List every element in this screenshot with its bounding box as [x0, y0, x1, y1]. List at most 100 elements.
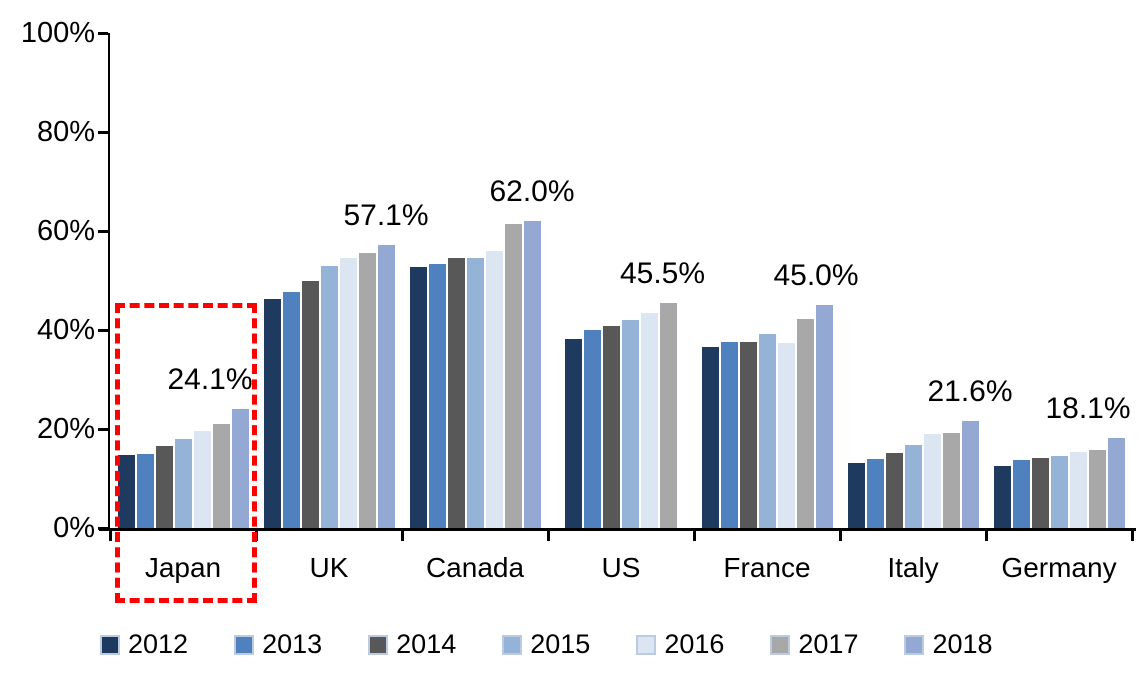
data-label-us: 45.5% [619, 256, 706, 290]
y-tick-label: 20% [36, 413, 95, 445]
category-label-us: US [601, 552, 641, 583]
bar-japan-2017 [212, 424, 230, 528]
bar-italy-2015 [904, 445, 922, 528]
bar-group-uk [256, 33, 402, 528]
bar-us-2012 [565, 339, 582, 528]
x-tick-mark [984, 531, 988, 541]
y-tick-mark [98, 527, 108, 530]
bar-group-japan [110, 33, 256, 528]
y-tick-label: 0% [53, 512, 95, 544]
bar-canada-2017 [504, 224, 522, 528]
y-tick-label: 60% [36, 215, 95, 247]
bar-japan-2015 [174, 438, 192, 528]
legend-label-2017: 2017 [798, 629, 859, 659]
legend-item-2013: 2013 [234, 631, 322, 658]
bar-germany-2016 [1069, 452, 1087, 528]
legend-item-2014: 2014 [368, 631, 456, 658]
data-label-japan: 24.1% [167, 362, 253, 396]
bar-japan-2013 [136, 453, 154, 528]
bar-germany-2013 [1012, 459, 1030, 528]
bar-canada-2018 [523, 221, 541, 528]
bar-france-2014 [739, 341, 757, 528]
y-axis-line [108, 33, 110, 530]
bar-us-2016 [641, 312, 658, 528]
legend-item-2018: 2018 [904, 629, 993, 659]
bar-group-italy [840, 33, 986, 528]
x-tick-mark [546, 531, 550, 541]
bar-germany-2014 [1031, 457, 1049, 528]
plot-area: 24.1% 57.1% 62.0% 45.5% 45.0% 21.6% 18.1% [110, 33, 1132, 528]
bar-uk-2016 [339, 257, 357, 528]
data-label-france: 45.0% [773, 259, 859, 293]
x-tick-mark [108, 531, 112, 541]
bar-germany-2015 [1050, 455, 1068, 528]
y-tick-label: 40% [36, 314, 95, 346]
bar-canada-2016 [485, 250, 503, 528]
japan-highlight-dashed-box [115, 303, 257, 603]
data-label-italy: 21.6% [927, 375, 1013, 409]
bar-france-2015 [758, 333, 776, 528]
bar-group-us [548, 33, 694, 528]
bar-france-2012 [701, 347, 719, 528]
bar-germany-2017 [1088, 449, 1106, 528]
bar-uk-2017 [358, 252, 376, 528]
bar-uk-2014 [301, 281, 319, 528]
legend-swatch-2015 [502, 634, 523, 655]
y-tick-label: 100% [20, 17, 95, 49]
legend: 2012 2013 2014 2015 2016 2017 2018 [100, 631, 993, 658]
x-tick-mark [692, 531, 696, 541]
y-tick-mark [98, 428, 108, 431]
y-tick-label: 80% [36, 116, 95, 148]
y-tick-mark [98, 131, 108, 134]
bar-canada-2012 [409, 267, 427, 528]
data-label-uk: 57.1% [343, 199, 429, 233]
bar-france-2018 [815, 305, 833, 528]
legend-label-2014: 2014 [396, 629, 457, 659]
bar-us-2014 [603, 325, 620, 528]
y-tick-mark [98, 329, 108, 332]
bar-canada-2013 [428, 264, 446, 528]
legend-label-2015: 2015 [530, 629, 591, 659]
bar-japan-2016 [193, 430, 211, 528]
category-label-japan: Japan [144, 552, 222, 583]
bar-group-france [694, 33, 840, 528]
bar-group-germany [986, 33, 1132, 528]
bar-canada-2014 [447, 257, 465, 528]
legend-item-2015: 2015 [502, 631, 590, 658]
x-tick-mark [838, 531, 842, 541]
category-label-france: France [723, 552, 811, 583]
legend-label-2018: 2018 [932, 629, 993, 659]
bar-italy-2014 [885, 453, 903, 528]
category-label-germany: Germany [1001, 552, 1117, 583]
bar-japan-2018 [231, 408, 249, 528]
bar-italy-2012 [847, 462, 865, 528]
bar-japan-2012 [117, 455, 135, 528]
category-label-uk: UK [309, 552, 349, 583]
legend-swatch-2017 [770, 634, 791, 655]
x-tick-mark [1130, 531, 1134, 541]
bar-germany-2012 [993, 466, 1011, 528]
legend-swatch-2018 [904, 634, 925, 655]
bar-italy-2013 [866, 458, 884, 528]
bar-japan-2014 [155, 446, 173, 528]
legend-label-2013: 2013 [262, 629, 323, 659]
legend-swatch-2013 [234, 634, 255, 655]
legend-swatch-2016 [636, 634, 657, 655]
bar-germany-2018 [1107, 438, 1125, 528]
bar-canada-2015 [466, 258, 484, 528]
legend-item-2017: 2017 [770, 631, 858, 658]
bar-uk-2013 [282, 292, 300, 528]
data-label-canada: 62.0% [489, 175, 575, 209]
x-tick-mark [400, 531, 404, 541]
data-label-germany: 18.1% [1045, 392, 1131, 426]
bar-italy-2016 [923, 434, 941, 528]
y-tick-mark [98, 32, 108, 35]
legend-label-2016: 2016 [664, 629, 725, 659]
bar-group-canada [402, 33, 548, 528]
legend-swatch-2014 [368, 634, 389, 655]
legend-swatch-2012 [100, 634, 120, 655]
bar-us-2013 [584, 330, 601, 528]
bar-us-2017 [660, 302, 677, 528]
legend-item-2016: 2016 [636, 631, 724, 658]
